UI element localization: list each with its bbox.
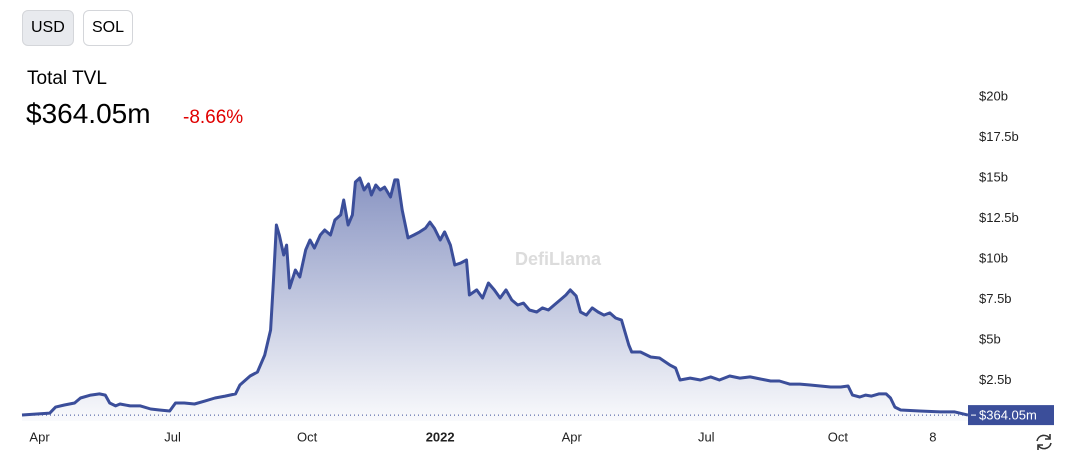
current-value: $364.05m — [26, 98, 151, 129]
y-tick-label: $12.5b — [979, 210, 1019, 225]
x-tick-label: Oct — [828, 429, 849, 444]
x-tick-label: Apr — [562, 429, 583, 444]
y-tick-label: $7.5b — [979, 291, 1012, 306]
y-tick-label: $10b — [979, 250, 1008, 265]
line — [21, 176, 969, 417]
current-value-label: $364.05m — [979, 408, 1037, 423]
x-tick-label: Jul — [164, 429, 181, 444]
x-tick-label: Apr — [29, 429, 50, 444]
change: -8.66% — [183, 107, 244, 128]
area-fill — [22, 178, 968, 421]
y-tick-label: $5b — [979, 331, 1001, 346]
y-tick-label: $17.5b — [979, 129, 1019, 144]
current-value-marker — [968, 405, 1054, 426]
x-tick-label: Jul — [698, 429, 715, 444]
x-tick-label: 8 — [929, 429, 936, 444]
refresh-icon[interactable] — [1036, 434, 1052, 450]
currency-button[interactable]: USD — [22, 10, 74, 46]
currency-button[interactable]: SOL — [83, 10, 134, 46]
x-tick-label: 2022 — [426, 429, 455, 444]
x-tick-label: Oct — [297, 429, 318, 444]
y-tick-label: $20b — [979, 88, 1008, 103]
chart-title: Total TVL — [27, 68, 107, 89]
y-tick-label: $15b — [979, 169, 1008, 184]
y-tick-label: $2.5b — [979, 372, 1012, 387]
watermark: DefiLlama — [515, 249, 602, 269]
